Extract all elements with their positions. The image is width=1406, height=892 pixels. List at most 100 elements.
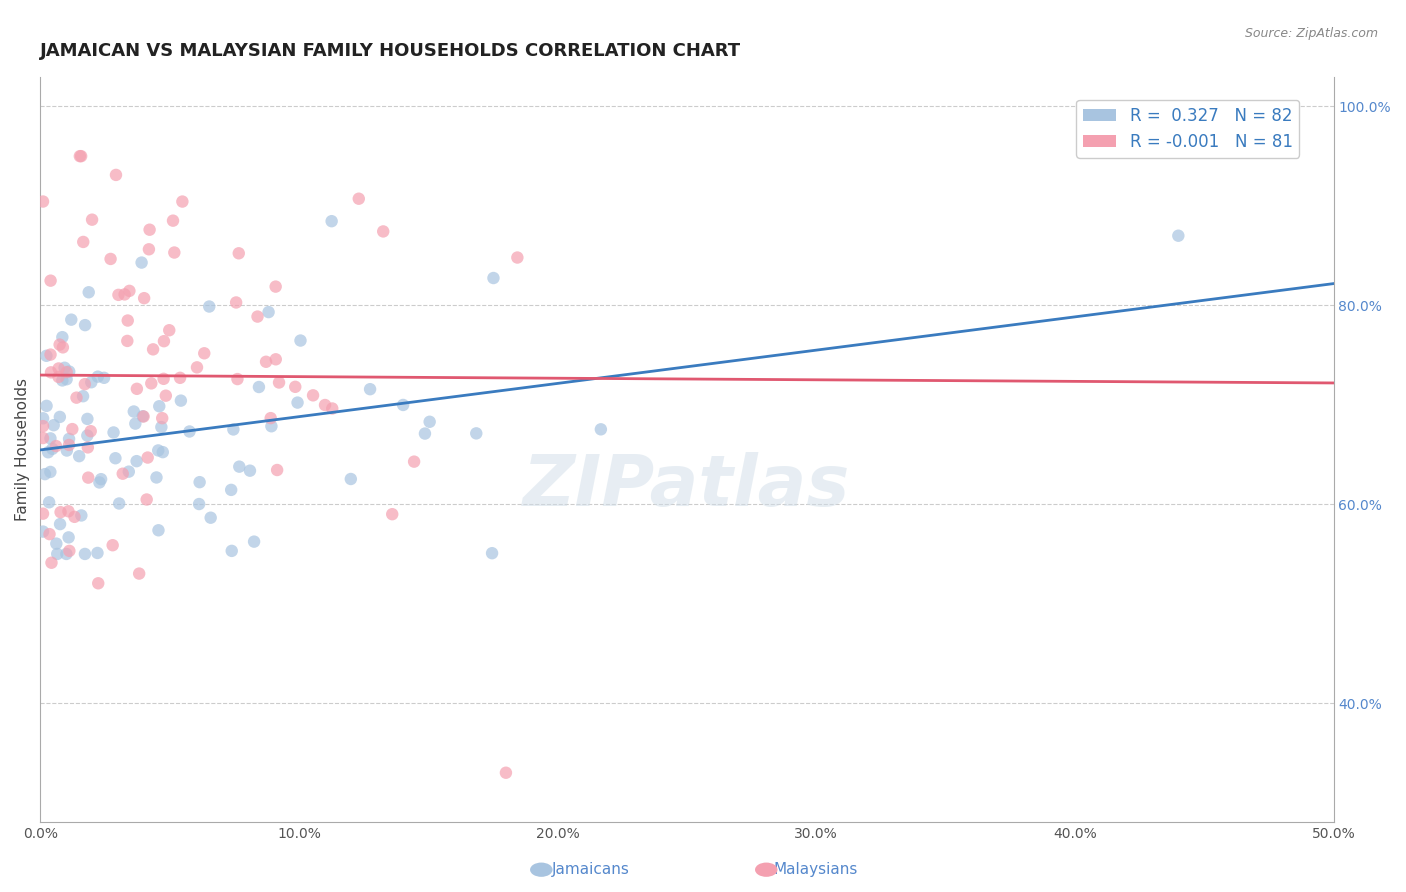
- Jamaicans: [221, 544, 243, 558]
- Jamaicans: [170, 393, 193, 408]
- Jamaicans: [188, 475, 211, 490]
- Jamaicans: [340, 472, 363, 486]
- Malaysians: [163, 245, 186, 260]
- Malaysians: [80, 424, 103, 438]
- Malaysians: [495, 765, 517, 780]
- Malaysians: [80, 212, 103, 227]
- Malaysians: [136, 450, 159, 465]
- Jamaicans: [76, 412, 98, 426]
- Jamaicans: [32, 524, 55, 539]
- Malaysians: [65, 391, 87, 405]
- Jamaicans: [70, 508, 93, 523]
- Text: Jamaicans: Jamaicans: [551, 863, 630, 877]
- Jamaicans: [51, 330, 73, 344]
- Jamaicans: [589, 422, 612, 436]
- Malaysians: [48, 361, 70, 376]
- Jamaicans: [53, 360, 76, 375]
- Jamaicans: [359, 382, 381, 396]
- Jamaicans: [148, 399, 170, 413]
- Malaysians: [381, 507, 404, 521]
- Malaysians: [267, 376, 290, 390]
- Jamaicans: [179, 425, 201, 439]
- Jamaicans: [73, 547, 96, 561]
- Malaysians: [142, 343, 165, 357]
- Jamaicans: [80, 376, 103, 390]
- Malaysians: [104, 168, 127, 182]
- Malaysians: [45, 439, 67, 453]
- Jamaicans: [45, 536, 67, 550]
- Text: ZIPatlas: ZIPatlas: [523, 452, 851, 521]
- Malaysians: [404, 455, 426, 469]
- Malaysians: [118, 284, 141, 298]
- Malaysians: [58, 504, 80, 518]
- Malaysians: [125, 382, 148, 396]
- Jamaicans: [38, 495, 60, 509]
- Jamaicans: [51, 373, 73, 387]
- Malaysians: [157, 323, 180, 337]
- Malaysians: [32, 419, 55, 434]
- Jamaicans: [39, 465, 62, 479]
- Malaysians: [264, 352, 287, 367]
- Malaysians: [302, 388, 325, 402]
- Jamaicans: [150, 420, 173, 434]
- Jamaicans: [35, 349, 58, 363]
- Malaysians: [114, 287, 136, 301]
- Jamaicans: [287, 395, 309, 409]
- Jamaicans: [392, 398, 415, 412]
- Malaysians: [228, 246, 250, 260]
- Malaysians: [314, 398, 336, 412]
- Jamaicans: [58, 365, 80, 379]
- Text: Malaysians: Malaysians: [773, 863, 858, 877]
- Text: JAMAICAN VS MALAYSIAN FAMILY HOUSEHOLDS CORRELATION CHART: JAMAICAN VS MALAYSIAN FAMILY HOUSEHOLDS …: [41, 42, 741, 60]
- Jamaicans: [257, 305, 280, 319]
- Malaysians: [58, 544, 80, 558]
- Jamaicans: [200, 510, 222, 524]
- Malaysians: [39, 348, 62, 362]
- Malaysians: [254, 355, 277, 369]
- Malaysians: [226, 372, 249, 386]
- Malaysians: [172, 194, 194, 209]
- Malaysians: [70, 149, 93, 163]
- Jamaicans: [148, 443, 170, 458]
- Jamaicans: [145, 470, 167, 484]
- Jamaicans: [131, 255, 153, 269]
- Malaysians: [49, 505, 72, 519]
- Malaysians: [266, 463, 288, 477]
- Jamaicans: [93, 371, 115, 385]
- Malaysians: [63, 509, 86, 524]
- Malaysians: [186, 360, 208, 375]
- Malaysians: [77, 470, 100, 484]
- Jamaicans: [419, 415, 441, 429]
- Jamaicans: [290, 334, 312, 348]
- Jamaicans: [55, 547, 77, 561]
- Jamaicans: [90, 472, 112, 486]
- Malaysians: [32, 194, 55, 209]
- Jamaicans: [198, 300, 221, 314]
- Jamaicans: [55, 372, 77, 386]
- Jamaicans: [247, 380, 270, 394]
- Jamaicans: [58, 432, 80, 446]
- Malaysians: [87, 576, 110, 591]
- Malaysians: [38, 527, 60, 541]
- Malaysians: [169, 371, 191, 385]
- Jamaicans: [132, 409, 155, 424]
- Jamaicans: [67, 449, 90, 463]
- Malaysians: [373, 224, 395, 238]
- Malaysians: [153, 334, 176, 349]
- Jamaicans: [77, 285, 100, 300]
- Malaysians: [39, 274, 62, 288]
- Jamaicans: [148, 523, 170, 537]
- Jamaicans: [481, 546, 503, 560]
- Jamaicans: [465, 426, 488, 441]
- Y-axis label: Family Households: Family Households: [15, 378, 30, 521]
- Malaysians: [58, 438, 80, 452]
- Malaysians: [41, 556, 63, 570]
- Malaysians: [506, 251, 529, 265]
- Jamaicans: [103, 425, 125, 440]
- Malaysians: [69, 149, 91, 163]
- Jamaicans: [42, 418, 65, 433]
- Jamaicans: [482, 271, 505, 285]
- Malaysians: [225, 295, 247, 310]
- Malaysians: [32, 431, 55, 445]
- Malaysians: [155, 389, 177, 403]
